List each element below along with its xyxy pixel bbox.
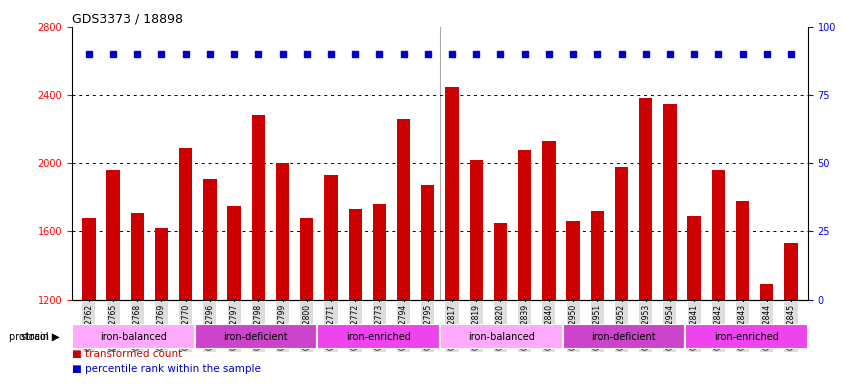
Bar — [563, 324, 685, 349]
Bar — [107, 170, 120, 300]
Bar — [179, 148, 192, 300]
Text: ■ percentile rank within the sample: ■ percentile rank within the sample — [72, 364, 261, 374]
Bar — [685, 324, 808, 349]
Bar — [195, 324, 317, 349]
Text: iron-deficient: iron-deficient — [223, 332, 288, 342]
Text: iron-deficient: iron-deficient — [591, 332, 656, 342]
Bar — [494, 223, 507, 300]
Bar — [639, 98, 652, 300]
Text: iron-balanced: iron-balanced — [468, 332, 535, 342]
Text: C57BL/6: C57BL/6 — [233, 332, 279, 342]
Bar — [373, 204, 386, 300]
Bar — [542, 141, 556, 300]
Bar — [518, 149, 531, 300]
Text: DBA/2: DBA/2 — [607, 332, 641, 342]
Bar — [228, 206, 241, 300]
Bar — [470, 160, 483, 300]
Bar — [300, 218, 313, 300]
Bar — [203, 179, 217, 300]
Bar — [130, 213, 144, 300]
Bar — [440, 324, 808, 349]
Bar — [591, 211, 604, 300]
Bar — [276, 163, 289, 300]
Bar — [688, 216, 700, 300]
Bar — [397, 119, 410, 300]
Bar — [72, 324, 440, 349]
Bar — [251, 116, 265, 300]
Text: GDS3373 / 18898: GDS3373 / 18898 — [72, 13, 183, 26]
Bar — [82, 218, 96, 300]
Text: iron-enriched: iron-enriched — [714, 332, 779, 342]
Bar — [615, 167, 629, 300]
Text: ■ transformed count: ■ transformed count — [72, 349, 182, 359]
Bar — [72, 324, 195, 349]
Bar — [349, 209, 362, 300]
Bar — [711, 170, 725, 300]
Bar — [567, 221, 580, 300]
Bar — [440, 324, 563, 349]
Bar — [736, 201, 750, 300]
Bar — [760, 284, 773, 300]
Bar — [324, 175, 338, 300]
Text: strain ▶: strain ▶ — [21, 332, 59, 342]
Bar — [155, 228, 168, 300]
Text: protocol ▶: protocol ▶ — [9, 332, 59, 342]
Bar — [784, 243, 798, 300]
Bar — [445, 86, 459, 300]
Bar — [663, 104, 677, 300]
Text: iron-enriched: iron-enriched — [346, 332, 411, 342]
Bar — [421, 185, 435, 300]
Text: iron-balanced: iron-balanced — [100, 332, 167, 342]
Bar — [317, 324, 440, 349]
